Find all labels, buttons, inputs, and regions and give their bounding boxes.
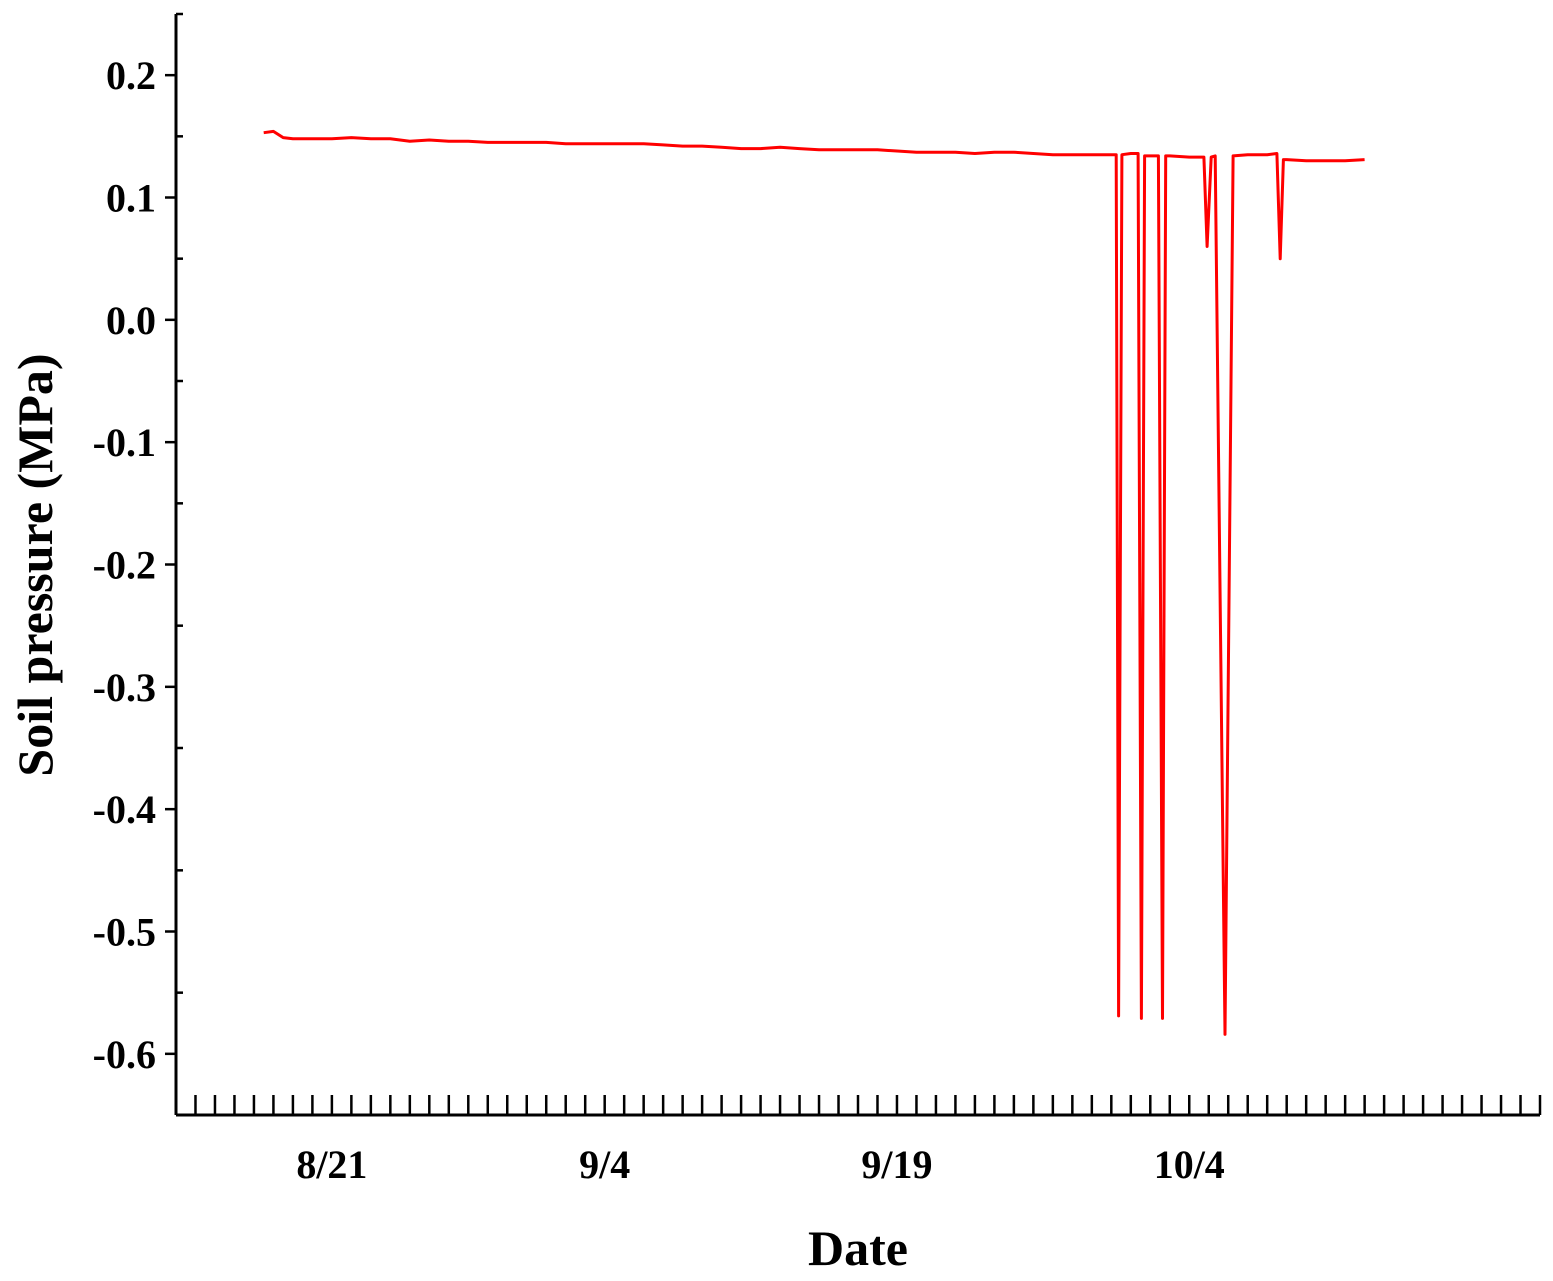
series-group (263, 129, 1365, 1036)
x-tick-label: 8/21 (296, 1142, 367, 1187)
y-tick-label: 0.0 (106, 298, 156, 343)
x-tick-label: 10/4 (1154, 1142, 1225, 1187)
x-tick-label: 9/19 (861, 1142, 932, 1187)
y-tick-label: -0.4 (93, 787, 156, 832)
x-axis: 8/21 9/4 9/19 10/4 (174, 1095, 1542, 1187)
y-ticks: 0.2 0.1 0.0 -0.1 -0.2 -0.3 -0.4 -0.5 -0.6 (93, 12, 183, 1117)
y-axis-title: Soil pressure (MPa) (7, 353, 63, 776)
y-tick-label: -0.1 (93, 420, 156, 465)
x-axis-title: Date (808, 1220, 908, 1276)
soil-pressure-line (263, 129, 1365, 1036)
y-tick-label: -0.5 (93, 910, 156, 955)
x-tick-label: 9/4 (579, 1142, 630, 1187)
y-axis: 0.2 0.1 0.0 -0.1 -0.2 -0.3 -0.4 -0.5 -0.6 (93, 12, 183, 1117)
y-tick-label: -0.2 (93, 543, 156, 588)
y-tick-label: 0.2 (106, 53, 156, 98)
y-tick-label: 0.1 (106, 176, 156, 221)
x-ticks: 8/21 9/4 9/19 10/4 (174, 1095, 1542, 1187)
y-tick-label: -0.6 (93, 1032, 156, 1077)
y-tick-label: -0.3 (93, 665, 156, 710)
